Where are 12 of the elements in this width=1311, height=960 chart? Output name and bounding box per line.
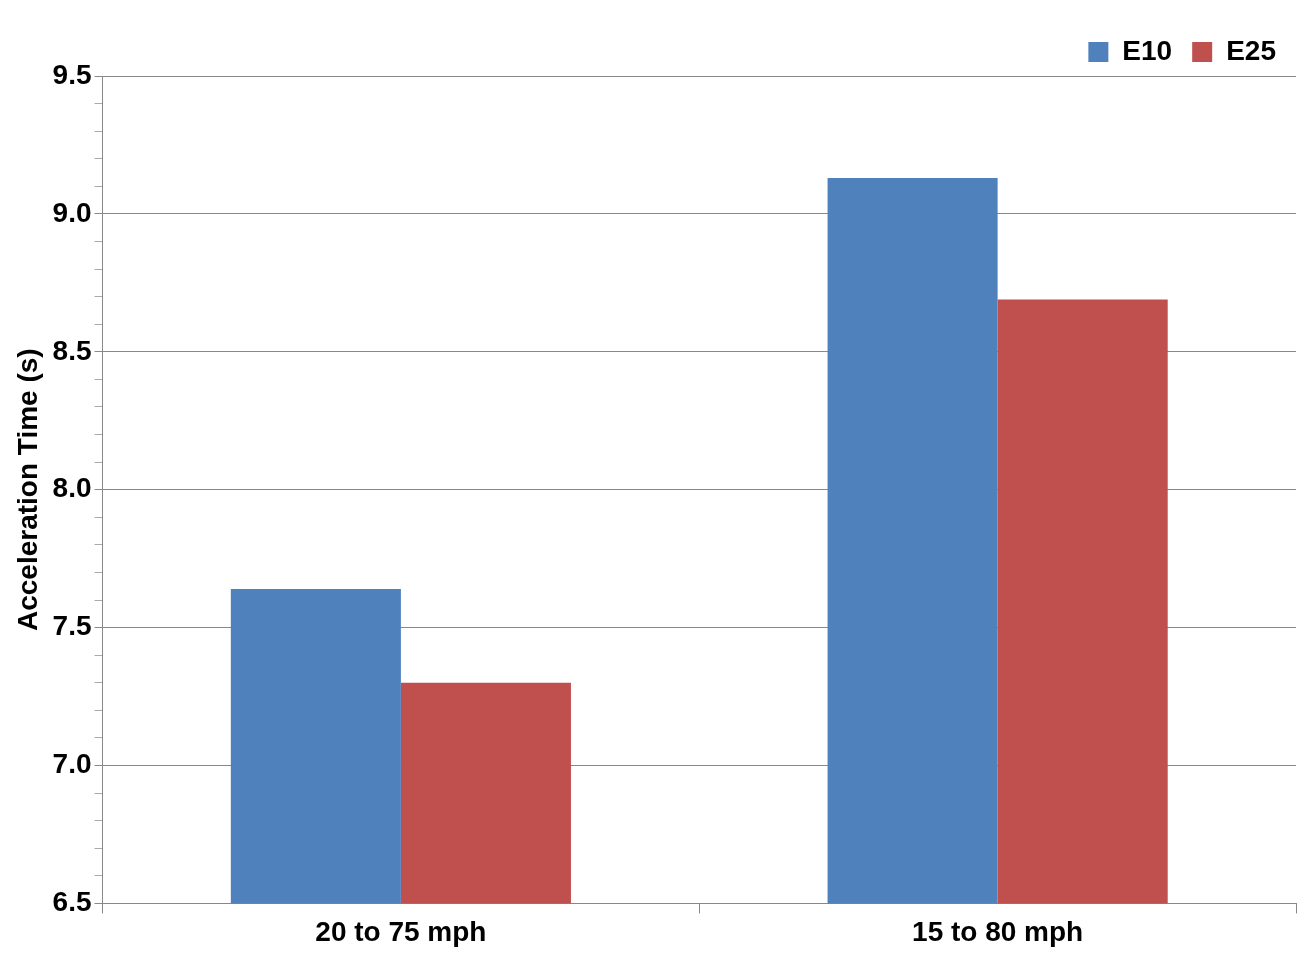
y-tick-label: 9.0 <box>52 196 92 228</box>
y-tick-label: 8.0 <box>52 472 92 504</box>
y-tick-label: 6.5 <box>52 886 92 918</box>
legend-label: E25 <box>1226 34 1277 66</box>
x-tick-label: 15 to 80 mph <box>912 915 1084 947</box>
x-tick-label: 20 to 75 mph <box>315 915 487 947</box>
y-tick-label: 8.5 <box>52 334 92 366</box>
y-axis-title: Acceleration Time (s) <box>11 348 43 632</box>
y-tick-label: 9.5 <box>52 58 92 90</box>
legend-label: E10 <box>1122 34 1173 66</box>
y-tick-label: 7.5 <box>52 610 92 642</box>
y-tick-label: 7.0 <box>52 748 92 780</box>
